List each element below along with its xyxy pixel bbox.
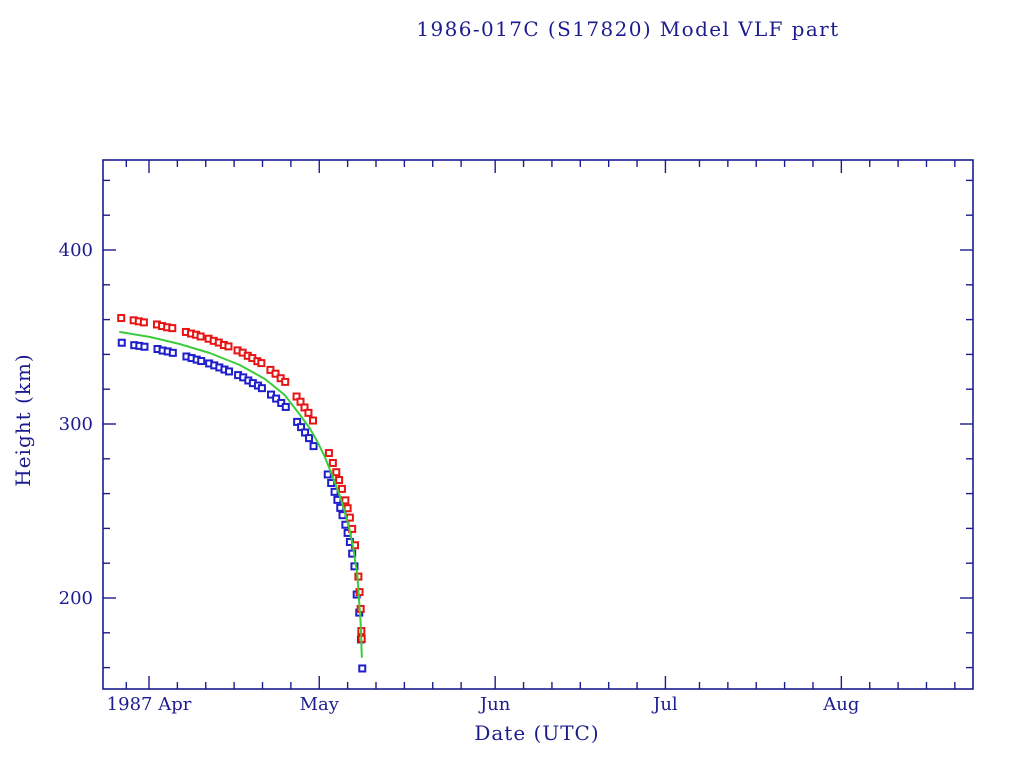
x-tick-label: Jun bbox=[478, 694, 511, 715]
data-point-blue bbox=[350, 562, 359, 571]
data-point-red bbox=[332, 468, 341, 477]
data-point-red bbox=[196, 332, 205, 341]
data-point-red bbox=[117, 314, 126, 323]
data-point-red bbox=[139, 318, 148, 327]
y-tick-label: 200 bbox=[59, 588, 93, 609]
data-point-blue bbox=[277, 398, 286, 407]
data-point-red bbox=[328, 458, 337, 467]
data-point-blue bbox=[117, 338, 126, 347]
x-tick-label: Aug bbox=[822, 694, 859, 715]
axis-frame bbox=[102, 159, 974, 690]
x-tick-label: May bbox=[300, 694, 340, 715]
data-point-blue bbox=[197, 357, 206, 366]
data-point-blue bbox=[140, 342, 149, 351]
data-point-red bbox=[343, 504, 352, 513]
x-tick-label: 1987 Apr bbox=[107, 694, 192, 715]
data-point-blue bbox=[323, 470, 332, 479]
data-point-blue bbox=[281, 402, 290, 411]
data-point-red bbox=[168, 324, 177, 333]
data-point-red bbox=[335, 476, 344, 485]
data-point-red bbox=[281, 377, 290, 386]
x-axis-label: Date (UTC) bbox=[474, 721, 600, 745]
data-point-red bbox=[337, 484, 346, 493]
data-point-red bbox=[257, 359, 266, 368]
data-point-blue bbox=[358, 664, 367, 673]
y-tick-label: 300 bbox=[59, 414, 93, 435]
data-point-blue bbox=[257, 384, 266, 393]
data-point-red bbox=[309, 416, 318, 425]
data-point-blue bbox=[225, 367, 234, 376]
data-point-red bbox=[341, 496, 350, 505]
data-point-blue bbox=[309, 442, 318, 451]
data-point-blue bbox=[305, 434, 314, 443]
data-point-blue bbox=[348, 549, 357, 558]
data-point-red bbox=[324, 449, 333, 458]
data-point-blue bbox=[267, 390, 276, 399]
data-point-blue bbox=[168, 348, 177, 357]
data-point-red bbox=[224, 342, 233, 351]
data-point-blue bbox=[272, 394, 281, 403]
data-point-red bbox=[304, 408, 313, 417]
data-point-red bbox=[271, 369, 280, 378]
model-line bbox=[119, 331, 363, 658]
chart-title: 1986-017C (S17820) Model VLF part bbox=[416, 17, 840, 41]
x-tick-label: Jul bbox=[651, 694, 678, 715]
y-tick-label: 400 bbox=[59, 240, 93, 261]
